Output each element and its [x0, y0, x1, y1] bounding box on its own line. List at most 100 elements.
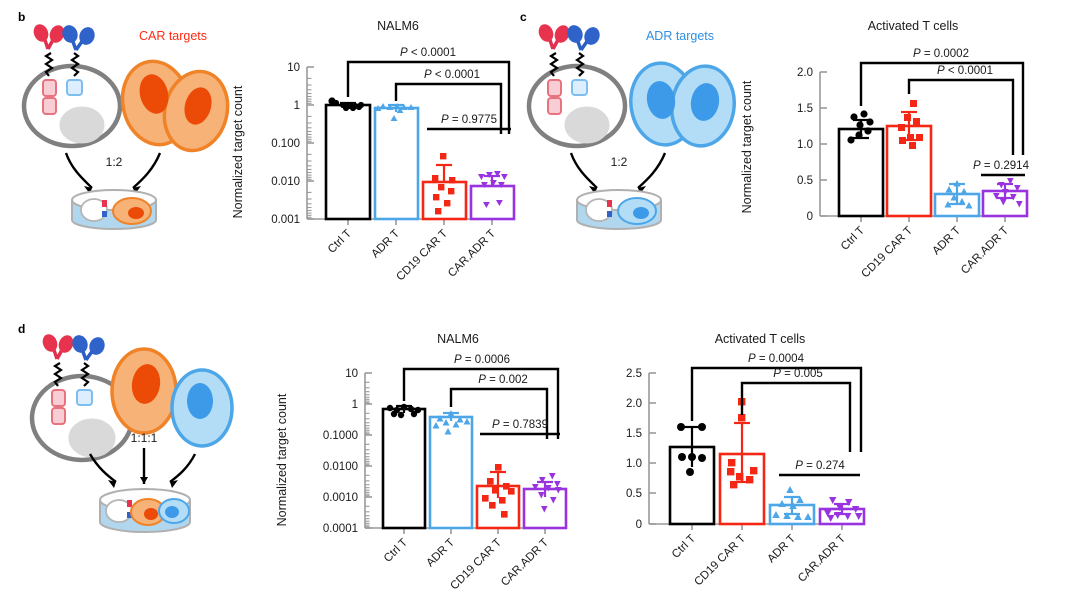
panel-d-right-title: Activated T cells — [715, 332, 806, 346]
bar-ctrl-t — [324, 103, 372, 221]
panel-b-points-ctrl — [328, 97, 365, 112]
panel-letter-c: c — [520, 10, 527, 24]
panel-d-left-points-ctrl — [386, 403, 422, 419]
car-adr-t-cell-icon — [526, 24, 628, 149]
y-tick-label: 2.0 — [797, 67, 813, 79]
x-tick-label: Ctrl T — [670, 533, 698, 561]
panel-b-y-axis-label: Normalized target count — [231, 85, 245, 218]
p-value-label: P = 0.0004 — [748, 353, 805, 365]
p-value-label: P < 0.0001 — [424, 69, 480, 81]
panel-c-schematic: ADR targets 1:2 — [515, 18, 745, 233]
p-value-label: P = 0.9775 — [441, 114, 497, 126]
y-tick-label: 0.5 — [626, 488, 642, 500]
y-tick-label: 1 — [352, 399, 358, 411]
panel-c-target-caption: ADR targets — [646, 29, 714, 43]
culture-dish-icon — [576, 189, 662, 230]
y-tick-label: 0.0010 — [323, 492, 358, 504]
panel-c-points-caradr — [993, 178, 1023, 208]
panel-d-right-sig-brackets — [690, 366, 863, 477]
y-tick-label: 0.1000 — [323, 430, 358, 442]
panel-letter-d: d — [18, 322, 26, 336]
adr-target-cell-icon — [170, 368, 234, 448]
x-tick-label: CD19 CAR T — [394, 228, 450, 284]
panel-d-ratio: 1:1:1 — [131, 431, 158, 445]
y-tick-label: 0.0001 — [323, 523, 358, 535]
panel-letter-b: b — [18, 10, 26, 24]
culture-dish-icon — [71, 189, 157, 230]
panel-c-points-ctrl — [847, 110, 874, 144]
panel-c-points-cd19 — [898, 100, 923, 149]
y-tick-label: 0.100 — [271, 138, 300, 150]
y-tick-label: 1.5 — [626, 428, 642, 440]
panel-b-chart-title: NALM6 — [377, 19, 419, 33]
y-tick-label: 10 — [345, 368, 358, 380]
adr-target-cells-icon — [629, 61, 736, 148]
panel-b-axes — [306, 66, 512, 225]
panel-d-right-points-ctrl — [677, 423, 706, 476]
panel-c-ratio: 1:2 — [611, 155, 628, 169]
panel-d-left-points-cd19 — [482, 464, 515, 518]
x-tick-label: ADR T — [424, 537, 457, 570]
panel-c-chart: Activated T cells Normalized target coun… — [735, 12, 1035, 297]
panel-d-left-title: NALM6 — [437, 332, 479, 346]
p-value-label: P = 0.2914 — [973, 160, 1030, 172]
x-tick-label: Ctrl T — [839, 225, 867, 253]
panel-c-y-axis-label: Normalized target count — [740, 80, 754, 213]
bar-adr-t — [373, 106, 420, 221]
p-value-label: P = 0.0002 — [913, 48, 969, 60]
panel-b-sig-brackets — [346, 60, 511, 134]
p-value-label: P = 0.0006 — [454, 354, 510, 366]
y-tick-label: 0 — [807, 211, 813, 223]
panel-b-points-caradr — [478, 171, 508, 208]
bar-car-adr-t — [469, 184, 516, 221]
y-tick-label: 10 — [287, 62, 300, 74]
y-tick-label: 2.0 — [626, 398, 642, 410]
panel-d-schematic: 1:1:1 — [20, 334, 280, 576]
panel-b-ratio: 1:2 — [106, 155, 123, 169]
panel-b-points-adr — [374, 103, 415, 121]
panel-c-axes — [819, 71, 1027, 222]
nalm6-target-cell-icon — [110, 347, 178, 435]
panel-d-right-points-adr — [772, 486, 812, 520]
x-tick-label: CAR.ADR T — [959, 225, 1011, 277]
panel-d-right-axes — [648, 372, 864, 530]
panel-d-left-y-axis-label: Normalized target count — [275, 393, 289, 526]
panel-c-sig-brackets — [859, 61, 1025, 177]
p-value-label: P = 0.002 — [478, 374, 528, 386]
x-tick-label: CD19 CAR T — [692, 533, 748, 589]
panel-d-left-points-adr — [432, 410, 471, 435]
panel-d-left-points-caradr — [532, 473, 562, 513]
x-tick-label: Ctrl T — [382, 537, 410, 565]
y-tick-label: 1.0 — [797, 139, 813, 151]
bar-ctrl-t — [837, 127, 885, 218]
mixing-arrows — [569, 152, 667, 194]
panel-d-right-points-caradr — [824, 497, 863, 522]
panel-c-points-adr — [944, 180, 973, 209]
y-tick-label: 0.001 — [271, 214, 300, 226]
p-value-label: P = 0.7839 — [492, 419, 548, 431]
panel-d-left-sig-brackets — [402, 367, 560, 439]
y-tick-label: 1 — [294, 100, 300, 112]
panel-d-left-axes — [364, 372, 562, 534]
x-tick-label: Ctrl T — [326, 228, 354, 256]
panel-b-schematic: CAR targets 1:2 — [10, 18, 240, 233]
x-tick-label: CD19 CAR T — [859, 225, 915, 281]
x-tick-label: ADR T — [930, 225, 963, 258]
car-adr-t-cell-icon — [21, 24, 123, 149]
x-tick-label: ADR T — [765, 533, 798, 566]
car-target-cells-icon — [120, 59, 230, 153]
panel-c-chart-title: Activated T cells — [868, 19, 959, 33]
panel-b-points-cd19 — [432, 153, 456, 215]
y-tick-label: 1.0 — [626, 458, 642, 470]
p-value-label: P < 0.0001 — [937, 65, 993, 77]
panel-b-target-caption: CAR targets — [139, 29, 207, 43]
panel-b-chart: NALM6 Normalized target count 10 1 0.100… — [228, 12, 518, 297]
y-tick-label: 0.5 — [797, 175, 813, 187]
panel-d-chart-left: NALM6 Normalized target count 10 1 0.100… — [270, 325, 570, 605]
y-tick-label: 0.0100 — [323, 461, 358, 473]
x-tick-label: CAR.ADR T — [499, 537, 551, 589]
x-tick-label: CAR.ADR T — [796, 533, 848, 585]
y-tick-label: 0 — [636, 519, 642, 531]
x-tick-label: ADR T — [369, 228, 402, 261]
